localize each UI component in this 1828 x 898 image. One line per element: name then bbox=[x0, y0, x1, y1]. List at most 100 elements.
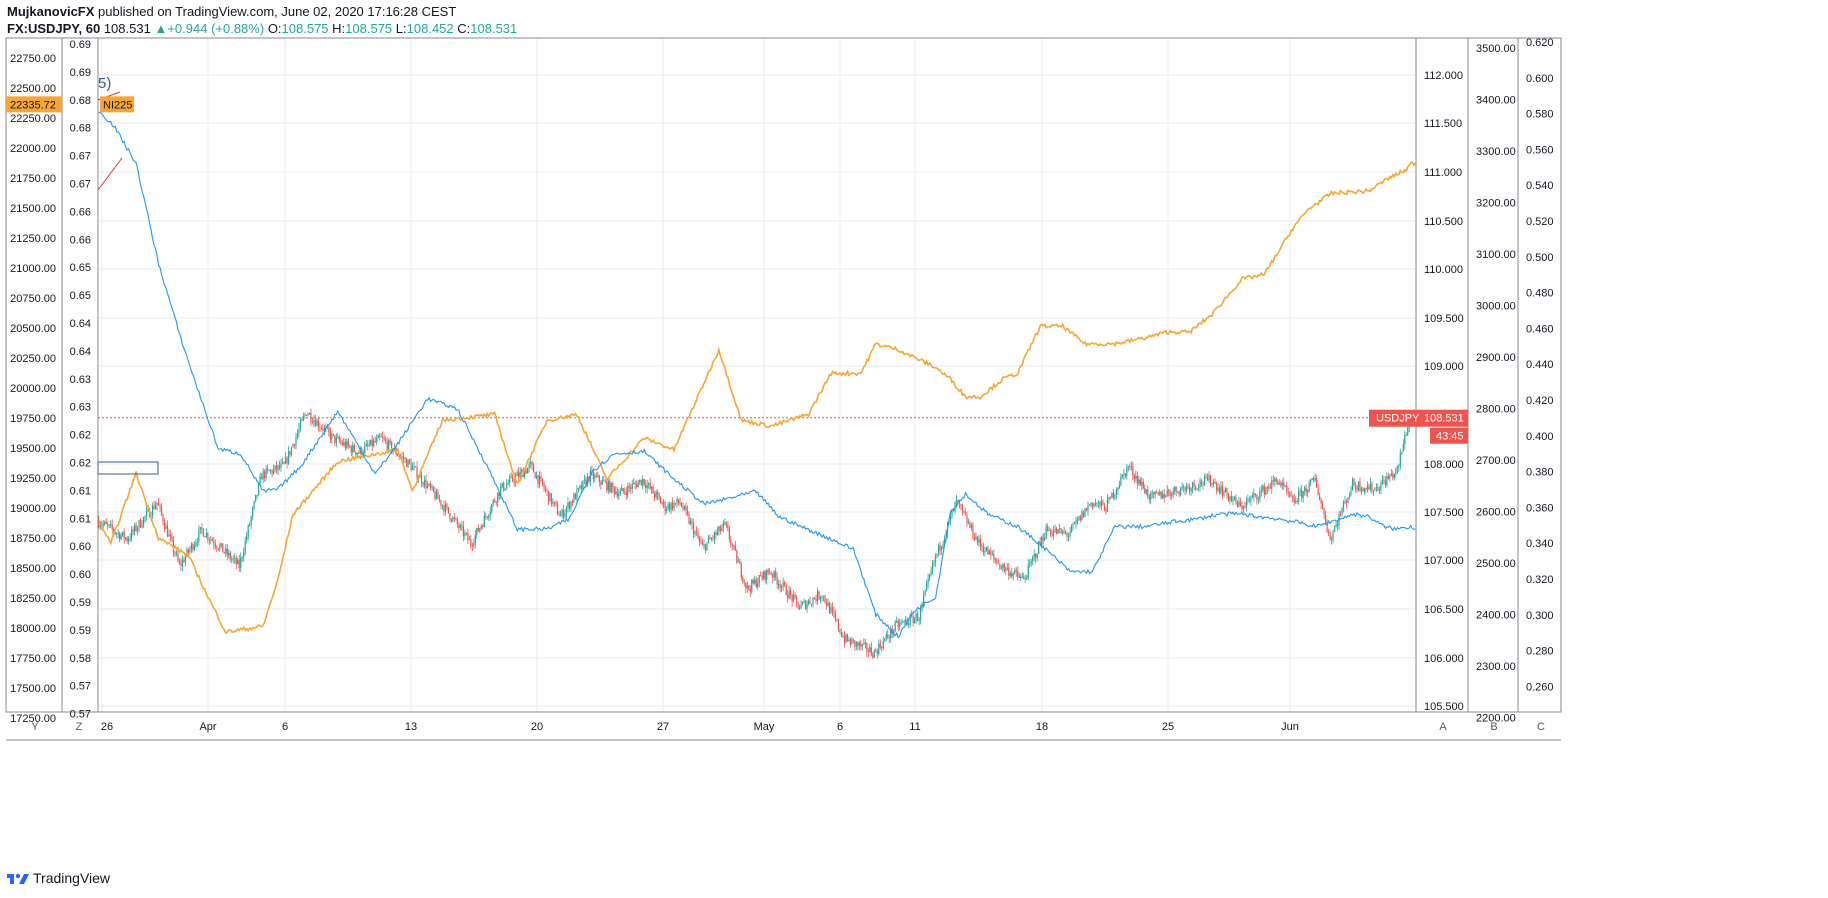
candle-body bbox=[857, 642, 859, 646]
candle-body bbox=[111, 524, 113, 529]
candle-body bbox=[969, 522, 971, 528]
candle-body bbox=[102, 523, 104, 526]
candle-body bbox=[1323, 508, 1325, 516]
nikkei-tick-label: 18000.00 bbox=[10, 623, 56, 635]
candle-body bbox=[606, 481, 608, 491]
candle-body bbox=[1289, 492, 1291, 496]
tradingview-branding[interactable]: TradingView bbox=[7, 870, 110, 886]
candle-body bbox=[1199, 480, 1201, 487]
candle-body bbox=[258, 482, 260, 495]
candle-body bbox=[742, 577, 744, 582]
candle-body bbox=[600, 482, 602, 485]
candle-body bbox=[492, 500, 494, 505]
candle-body bbox=[701, 542, 704, 546]
candle-body bbox=[1407, 427, 1409, 435]
candle-body bbox=[320, 427, 323, 429]
candle-body bbox=[1133, 475, 1135, 479]
candle-body bbox=[1141, 481, 1143, 486]
candle-body bbox=[323, 427, 325, 431]
candle-body bbox=[700, 541, 702, 543]
candle-body bbox=[398, 455, 400, 457]
candle-body bbox=[99, 525, 101, 528]
candle-body bbox=[704, 544, 707, 551]
candle-body bbox=[199, 527, 201, 531]
candle-body bbox=[163, 522, 166, 529]
candle-body bbox=[289, 451, 291, 455]
axis-toggle-button-y[interactable]: Y bbox=[31, 721, 39, 733]
candle-body bbox=[1018, 575, 1020, 578]
candle-body bbox=[1223, 492, 1225, 496]
axis-toggle-button-c[interactable]: C bbox=[1537, 721, 1545, 733]
candle-body bbox=[519, 471, 521, 477]
index-c-tick-label: 0.340 bbox=[1526, 538, 1554, 550]
candle-body bbox=[559, 515, 562, 517]
candle-body bbox=[1069, 532, 1071, 536]
candle-body bbox=[1248, 499, 1250, 501]
candle-body bbox=[981, 545, 983, 548]
candle-body bbox=[1348, 494, 1351, 498]
candle-body bbox=[166, 525, 169, 537]
candle-body bbox=[389, 440, 391, 443]
candle-body bbox=[292, 444, 294, 448]
author-name[interactable]: MujkanovicFX bbox=[7, 4, 95, 19]
inner-left-tick-label: 0.69 bbox=[70, 39, 91, 51]
candle-body bbox=[827, 602, 829, 606]
candle-body bbox=[740, 563, 742, 578]
candle-body bbox=[1190, 488, 1192, 492]
grid bbox=[98, 38, 1416, 712]
candle-body bbox=[367, 443, 369, 446]
candle-body bbox=[210, 539, 212, 541]
candle-body bbox=[1082, 511, 1085, 517]
candle-body bbox=[1250, 497, 1252, 501]
axis-toggle-button-z[interactable]: Z bbox=[76, 721, 83, 733]
candle-body bbox=[388, 440, 390, 450]
countdown-tag-bg bbox=[1430, 427, 1468, 444]
candle-body bbox=[355, 451, 357, 455]
candle-body bbox=[1008, 567, 1010, 576]
candle-body bbox=[873, 650, 875, 658]
candle-body bbox=[157, 502, 160, 506]
high-label: H: bbox=[332, 21, 346, 36]
candle-body bbox=[1363, 488, 1366, 492]
candle-body bbox=[1208, 474, 1210, 481]
candle-body bbox=[724, 522, 726, 523]
axis-toggle-button-b[interactable]: B bbox=[1490, 721, 1497, 733]
candle-body bbox=[1293, 498, 1295, 503]
close-value: 108.531 bbox=[470, 21, 518, 36]
candle-body bbox=[120, 535, 122, 540]
candle-body bbox=[267, 468, 269, 470]
candle-body bbox=[546, 490, 548, 492]
candle-body bbox=[364, 445, 366, 453]
candle-body bbox=[159, 505, 161, 507]
candle-body bbox=[1163, 493, 1165, 498]
candle-body bbox=[504, 488, 506, 491]
candle-body bbox=[1078, 516, 1080, 520]
x-tick-label: 25 bbox=[1162, 721, 1174, 733]
candle-body bbox=[1387, 476, 1389, 479]
candle-body bbox=[237, 559, 239, 565]
candle-body bbox=[1121, 474, 1123, 477]
candle-body bbox=[175, 553, 178, 555]
candle-body bbox=[225, 548, 227, 553]
candle-body bbox=[391, 442, 393, 452]
candle-body bbox=[1000, 567, 1002, 569]
candle-body bbox=[356, 452, 358, 455]
candle-body bbox=[964, 512, 967, 516]
candle-body bbox=[908, 624, 910, 625]
candle-body bbox=[129, 538, 131, 540]
candle-body bbox=[1156, 491, 1158, 493]
candle-body bbox=[301, 419, 303, 421]
candle-body bbox=[1242, 506, 1245, 510]
axis-toggle-button-a[interactable]: A bbox=[1439, 721, 1447, 733]
candle-body bbox=[177, 553, 179, 561]
candle-body bbox=[1224, 487, 1227, 493]
candle-body bbox=[1369, 483, 1372, 490]
high-value: 108.575 bbox=[345, 21, 393, 36]
candle-body bbox=[607, 480, 609, 491]
candle-body bbox=[668, 504, 671, 510]
candle-body bbox=[1405, 434, 1407, 436]
candle-body bbox=[897, 620, 899, 627]
candle-body bbox=[1256, 494, 1258, 500]
candle-body bbox=[172, 540, 175, 553]
